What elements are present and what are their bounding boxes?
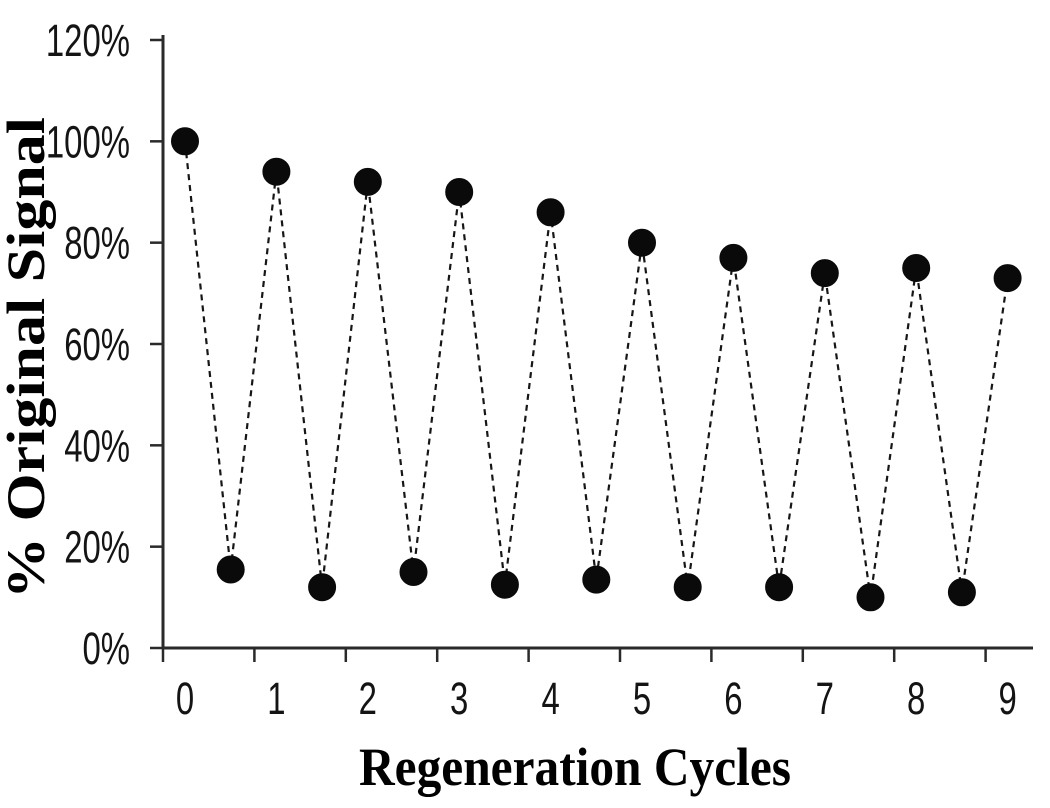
x-tick-label: 7 <box>816 673 834 724</box>
data-point <box>216 555 245 584</box>
y-tick-label: 120% <box>46 15 130 66</box>
data-point <box>308 573 337 602</box>
x-tick-label: 8 <box>907 673 925 724</box>
x-tick-label: 3 <box>450 673 468 724</box>
y-tick-label: 100% <box>46 116 130 167</box>
y-tick-label: 0% <box>83 623 131 674</box>
data-point <box>719 243 748 272</box>
data-point <box>171 127 199 156</box>
y-tick-label: 20% <box>64 522 130 573</box>
y-tick-label: 80% <box>64 218 130 269</box>
tick-labels: 0% 20% 40% 60% 80% 100% 120% 0 1 2 3 4 5 6 7 8 9 <box>46 15 1017 724</box>
x-tick-label: 9 <box>998 673 1016 724</box>
data-point <box>490 570 519 599</box>
x-tick-label: 4 <box>541 673 559 724</box>
data-point <box>262 157 291 186</box>
data-series <box>171 127 1022 612</box>
data-point <box>399 558 428 586</box>
data-point <box>810 259 839 288</box>
data-point <box>856 583 885 612</box>
series-dashed-line <box>183 141 1009 598</box>
data-point <box>628 228 656 257</box>
x-tick-label: 2 <box>359 673 377 724</box>
data-point <box>947 578 976 607</box>
x-axis-title: Regeneration Cycles <box>359 737 791 797</box>
data-point <box>445 178 474 206</box>
data-point <box>765 573 794 602</box>
data-point <box>902 254 931 282</box>
x-tick-label: 1 <box>267 673 285 724</box>
data-point <box>582 565 611 594</box>
y-tick-label: 40% <box>64 420 130 471</box>
data-point <box>536 198 565 227</box>
x-tick-label: 6 <box>724 673 742 724</box>
x-tick-label: 5 <box>633 673 651 724</box>
data-point <box>993 264 1022 293</box>
data-point <box>353 167 382 196</box>
y-axis-title: % Original Signal <box>0 117 56 599</box>
y-tick-label: 60% <box>64 319 130 370</box>
axes <box>150 35 1033 662</box>
data-point <box>673 573 702 602</box>
x-tick-label: 0 <box>176 673 194 724</box>
